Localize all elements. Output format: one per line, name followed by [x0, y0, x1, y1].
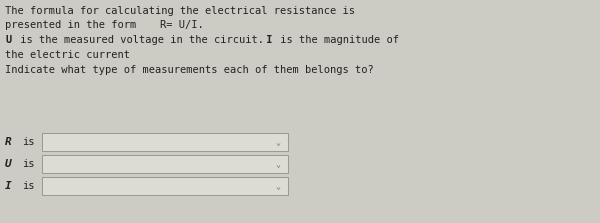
Text: U: U: [5, 35, 11, 45]
Text: ⌄: ⌄: [275, 182, 281, 190]
Text: is: is: [22, 137, 35, 147]
FancyBboxPatch shape: [42, 177, 288, 195]
FancyBboxPatch shape: [42, 155, 288, 173]
Text: ⌄: ⌄: [275, 159, 281, 169]
Text: is the magnitude of: is the magnitude of: [274, 35, 399, 45]
Text: Indicate what type of measurements each of them belongs to?: Indicate what type of measurements each …: [5, 65, 374, 75]
Text: is: is: [22, 159, 35, 169]
FancyBboxPatch shape: [42, 133, 288, 151]
Text: I: I: [260, 35, 272, 45]
Text: The formula for calculating the electrical resistance is: The formula for calculating the electric…: [5, 6, 355, 16]
Text: ⌄: ⌄: [275, 138, 281, 147]
Text: is: is: [22, 181, 35, 191]
Text: I: I: [5, 181, 12, 191]
Text: the electric current: the electric current: [5, 50, 130, 60]
Text: U: U: [5, 159, 12, 169]
Text: presented in the form: presented in the form: [5, 20, 136, 30]
Text: is the measured voltage in the circuit.: is the measured voltage in the circuit.: [14, 35, 264, 45]
Text: R= U/I.: R= U/I.: [160, 20, 204, 30]
Text: R: R: [5, 137, 12, 147]
